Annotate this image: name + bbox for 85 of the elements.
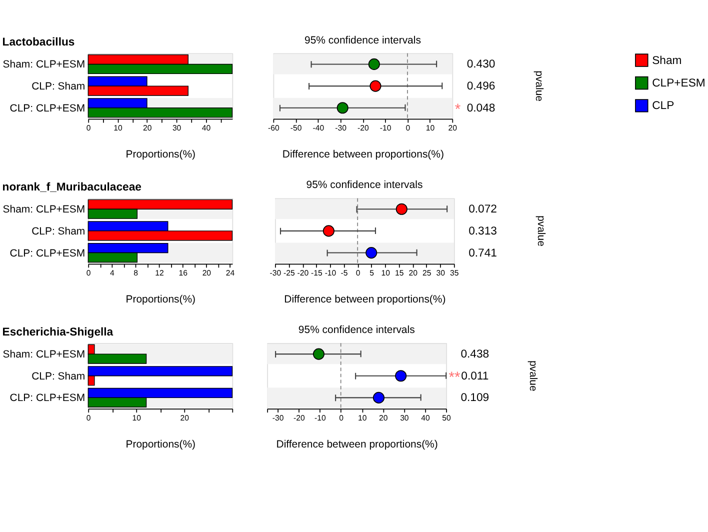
x-tick-label: 20 (202, 268, 212, 278)
x-tick-label: 10 (381, 268, 391, 278)
text: 0.313 (468, 225, 497, 238)
x-tick-label: 0 (86, 413, 92, 422)
x-tick-label: -30 (272, 413, 284, 422)
x-axis-title: Proportions(%) (126, 439, 196, 450)
y-tick-label: CLP: CLP+ESM (10, 103, 86, 114)
x-axis-title: Difference between proportions(%) (282, 150, 444, 161)
x-tick-label: 30 (400, 413, 410, 422)
x-tick-label: 0 (86, 124, 92, 133)
x-tick-label: 0 (339, 413, 344, 422)
chart-title: 95% confidence intervals (298, 325, 415, 336)
y2-axis-title: pvalue (534, 216, 546, 247)
x-tick-label: -40 (312, 124, 325, 133)
x-tick-label: 0 (86, 268, 92, 278)
y2-axis-title: pvalue (533, 70, 544, 102)
x-tick-label: 50 (442, 413, 452, 422)
y-tick-label: Sham: CLP+ESM (2, 60, 86, 71)
y-tick-label: CLP: Sham (32, 226, 86, 238)
legend-label: CLP+ESM (652, 77, 706, 90)
y-tick-label: CLP: CLP+ESM (10, 393, 86, 404)
x-tick-label: 0 (356, 268, 361, 278)
x-tick-label: 0 (406, 124, 411, 133)
text: ** (448, 370, 460, 386)
x-tick-label: -30 (270, 268, 282, 278)
chart-title: 95% confidence intervals (306, 180, 423, 192)
chart-title: Escherichia-Shigella (2, 326, 114, 338)
x-tick-label: 20 (448, 124, 458, 133)
text: 0.741 (468, 247, 497, 260)
x-tick-label: 24 (226, 268, 236, 278)
x-tick-label: 10 (426, 124, 436, 133)
x-axis-title: Proportions(%) (126, 150, 196, 161)
chart-title: Lactobacillus (2, 36, 75, 48)
text: 0.438 (460, 348, 490, 361)
legend-label: CLP (652, 100, 674, 112)
x-tick-label: -30 (335, 124, 348, 133)
x-tick-label: 8 (134, 268, 139, 278)
x-tick-label: -10 (380, 124, 392, 133)
chart-title: 95% confidence intervals (304, 35, 421, 46)
x-tick-label: 5 (370, 268, 375, 278)
x-tick-label: 12 (155, 268, 164, 278)
x-tick-label: 20 (180, 413, 190, 422)
x-tick-label: -20 (293, 413, 306, 422)
text: 0.430 (466, 58, 496, 71)
text: 0.048 (466, 102, 496, 114)
x-tick-label: 10 (114, 124, 123, 133)
x-axis-title: Difference between proportions(%) (284, 294, 446, 306)
x-tick-label: 16 (178, 268, 188, 278)
y-tick-label: Sham: CLP+ESM (2, 204, 86, 216)
text: 0.072 (468, 204, 497, 216)
text: 0.496 (466, 80, 496, 93)
y-tick-label: Sham: CLP+ESM (2, 350, 86, 361)
x-tick-label: 40 (202, 124, 212, 133)
x-tick-label: 20 (408, 268, 418, 278)
x-tick-label: -15 (311, 268, 324, 278)
x-tick-label: 15 (394, 268, 404, 278)
x-tick-label: -5 (340, 268, 348, 278)
legend-label: Sham (652, 54, 682, 67)
text: * (454, 102, 461, 118)
x-tick-label: -25 (284, 268, 296, 278)
text: 0.109 (460, 392, 490, 404)
x-tick-label: -10 (324, 268, 337, 278)
x-axis-title: Difference between proportions(%) (276, 439, 438, 450)
y2-axis-title: pvalue (526, 360, 538, 392)
y-tick-label: CLP: CLP+ESM (10, 248, 86, 260)
x-tick-label: -60 (268, 124, 280, 133)
x-tick-label: 20 (379, 413, 388, 422)
y-tick-label: CLP: Sham (32, 371, 86, 382)
x-tick-label: 25 (422, 268, 432, 278)
x-tick-label: 20 (143, 124, 152, 133)
x-tick-label: -20 (357, 124, 370, 133)
x-tick-label: 30 (172, 124, 182, 133)
x-tick-label: 35 (450, 268, 460, 278)
x-tick-label: -20 (297, 268, 310, 278)
chart-title: norank_f_Muribaculaceae (2, 181, 142, 194)
y-tick-label: CLP: Sham (32, 82, 86, 93)
x-tick-label: 10 (358, 413, 368, 422)
x-tick-label: 40 (421, 413, 430, 422)
x-tick-label: 4 (110, 268, 116, 278)
x-tick-label: -50 (290, 124, 302, 133)
text: 0.011 (461, 370, 489, 382)
x-axis-title: Proportions(%) (126, 294, 196, 306)
x-tick-label: 10 (132, 413, 142, 422)
x-tick-label: 30 (436, 268, 446, 278)
x-tick-label: -10 (314, 413, 327, 422)
